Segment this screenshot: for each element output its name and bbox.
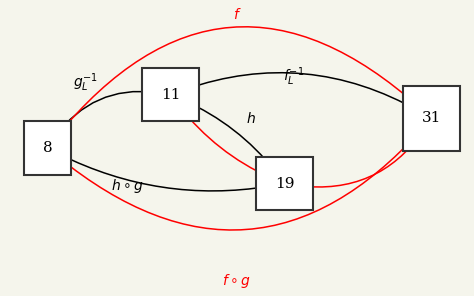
Text: 8: 8: [43, 141, 52, 155]
FancyArrowPatch shape: [183, 100, 275, 171]
Text: $f_L^{-1}$: $f_L^{-1}$: [283, 66, 305, 88]
Text: 11: 11: [161, 88, 181, 102]
FancyBboxPatch shape: [403, 86, 460, 151]
Text: $h \circ g$: $h \circ g$: [111, 178, 145, 195]
FancyBboxPatch shape: [24, 121, 71, 175]
FancyArrowPatch shape: [60, 155, 269, 191]
FancyArrowPatch shape: [298, 131, 423, 187]
FancyBboxPatch shape: [142, 68, 199, 121]
FancyArrowPatch shape: [58, 130, 421, 230]
FancyArrowPatch shape: [55, 89, 155, 136]
FancyArrowPatch shape: [56, 27, 420, 137]
FancyBboxPatch shape: [256, 157, 313, 210]
Text: $h$: $h$: [246, 111, 256, 126]
Text: $f \circ g$: $f \circ g$: [222, 272, 252, 290]
FancyArrowPatch shape: [185, 73, 419, 111]
FancyArrowPatch shape: [179, 106, 270, 178]
Text: $g_L^{-1}$: $g_L^{-1}$: [73, 72, 98, 94]
Text: 31: 31: [422, 111, 441, 126]
Text: $f$: $f$: [233, 7, 241, 22]
Text: 19: 19: [274, 176, 294, 191]
